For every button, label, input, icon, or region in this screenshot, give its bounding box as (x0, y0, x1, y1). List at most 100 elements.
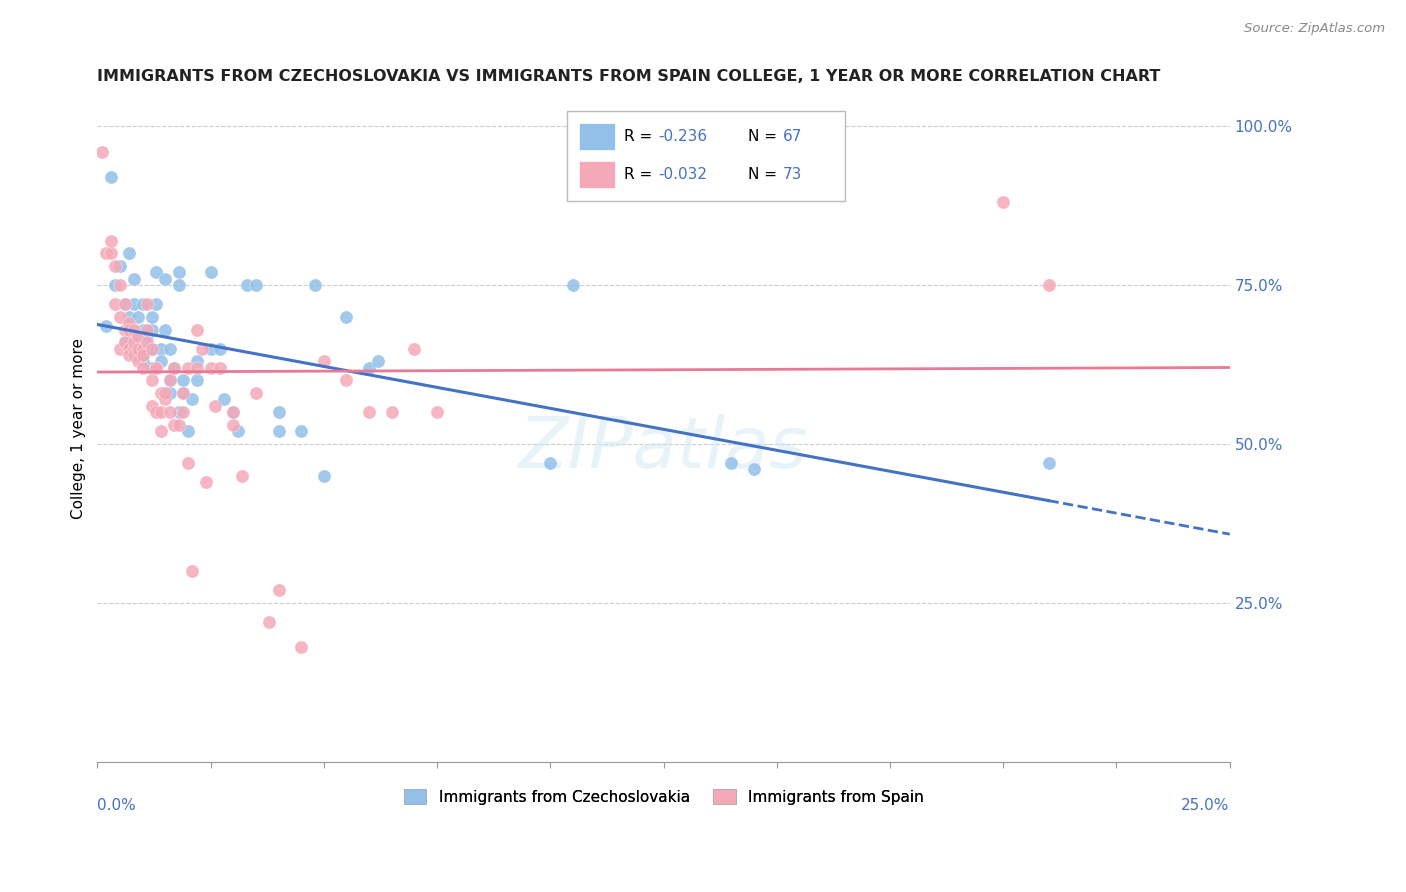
Text: N =: N = (748, 129, 782, 144)
Point (172, 386, 194, 401)
Point (118, 342, 141, 356)
Point (122, 271, 145, 285)
Point (155, 271, 177, 285)
Point (200, 342, 222, 356)
Point (108, 278, 131, 293)
Point (222, 405, 245, 419)
Point (127, 354, 149, 368)
Point (114, 322, 136, 336)
Point (267, 405, 290, 419)
Point (367, 354, 389, 368)
FancyBboxPatch shape (579, 123, 614, 150)
Point (104, 278, 127, 293)
Point (127, 342, 149, 356)
Point (993, 195, 1015, 210)
Point (1038, 456, 1060, 470)
Point (1038, 278, 1060, 293)
Point (259, 615, 281, 629)
Point (163, 360, 186, 375)
Point (136, 297, 159, 311)
Point (163, 417, 186, 432)
Point (149, 405, 172, 419)
Point (177, 360, 200, 375)
Point (141, 399, 163, 413)
Text: N =: N = (748, 167, 782, 182)
Text: Source: ZipAtlas.com: Source: ZipAtlas.com (1244, 22, 1385, 36)
Text: R =: R = (624, 167, 657, 182)
Point (122, 297, 145, 311)
Text: 0.0%: 0.0% (97, 798, 136, 814)
Point (222, 405, 245, 419)
Point (127, 329, 149, 343)
Y-axis label: College, 1 year or more: College, 1 year or more (72, 337, 86, 518)
Point (122, 342, 145, 356)
Point (245, 278, 267, 293)
Point (141, 373, 163, 387)
Point (159, 373, 181, 387)
Point (149, 386, 172, 401)
Point (404, 342, 426, 356)
Point (118, 310, 141, 324)
Point (122, 322, 145, 336)
Point (118, 348, 141, 362)
Point (312, 354, 335, 368)
Point (172, 405, 194, 419)
Point (190, 342, 212, 356)
Point (245, 386, 267, 401)
Point (742, 462, 765, 476)
Point (100, 169, 122, 184)
Point (104, 297, 127, 311)
Point (177, 424, 200, 438)
Point (290, 640, 312, 655)
Point (114, 297, 136, 311)
Point (181, 564, 204, 578)
Text: 73: 73 (782, 167, 801, 182)
Point (131, 335, 153, 350)
Point (159, 386, 181, 401)
Point (122, 322, 145, 336)
Point (145, 405, 167, 419)
FancyBboxPatch shape (567, 112, 845, 202)
Point (290, 424, 312, 438)
Point (159, 405, 181, 419)
Point (96, 319, 118, 334)
Point (155, 386, 177, 401)
Point (304, 278, 326, 293)
Point (131, 348, 153, 362)
Point (118, 316, 141, 330)
Point (141, 342, 163, 356)
Point (381, 405, 404, 419)
Point (335, 310, 357, 324)
Point (231, 468, 253, 483)
Point (359, 405, 381, 419)
Point (167, 278, 190, 293)
Point (100, 234, 122, 248)
Point (114, 335, 136, 350)
Point (186, 354, 208, 368)
Point (172, 386, 194, 401)
Point (177, 456, 200, 470)
Point (167, 265, 190, 279)
Point (335, 373, 357, 387)
Point (141, 310, 163, 324)
Point (131, 348, 153, 362)
Point (359, 360, 381, 375)
Point (136, 329, 159, 343)
Point (127, 310, 149, 324)
Point (136, 342, 159, 356)
Legend: Immigrants from Czechoslovakia, Immigrants from Spain: Immigrants from Czechoslovakia, Immigran… (398, 782, 929, 811)
Point (562, 278, 585, 293)
Point (122, 348, 145, 362)
Point (149, 342, 172, 356)
Point (145, 297, 167, 311)
Point (149, 354, 172, 368)
Point (141, 322, 163, 336)
Point (114, 297, 136, 311)
Point (131, 360, 153, 375)
Point (136, 322, 159, 336)
Point (118, 322, 141, 336)
Point (118, 335, 141, 350)
Point (145, 265, 167, 279)
Point (118, 322, 141, 336)
Point (267, 424, 290, 438)
